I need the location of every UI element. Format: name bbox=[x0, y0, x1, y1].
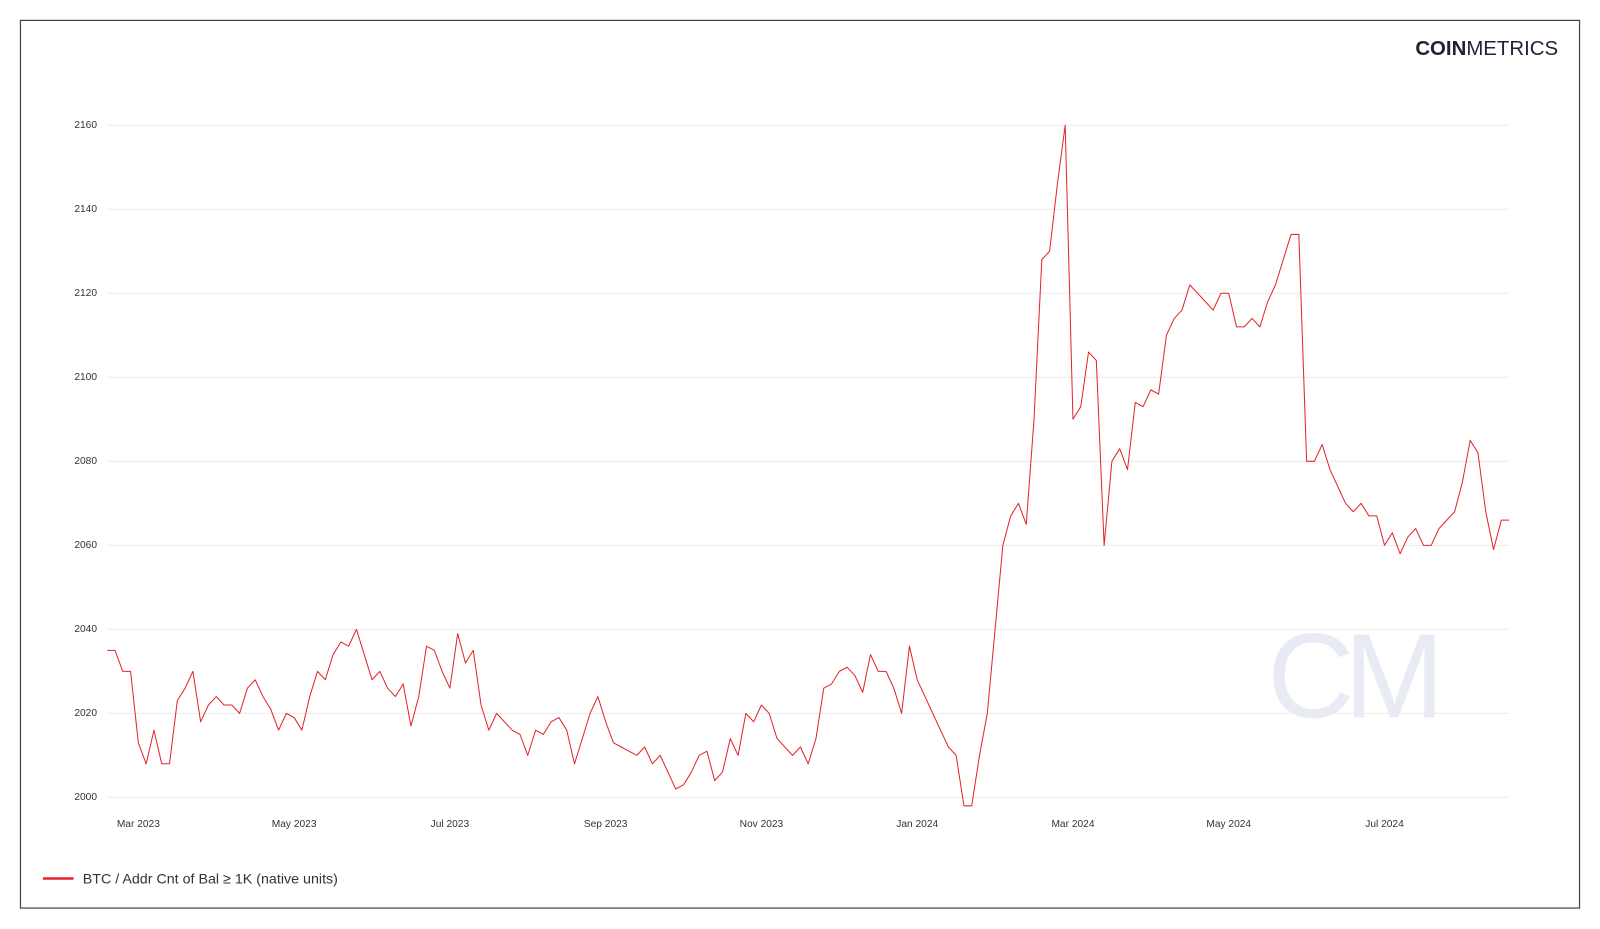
x-tick-label: Mar 2024 bbox=[1051, 819, 1094, 830]
logo-bold: COIN bbox=[1415, 38, 1466, 60]
y-tick-label: 2040 bbox=[74, 624, 97, 635]
x-tick-label: Jul 2023 bbox=[431, 819, 470, 830]
x-tick-label: Jan 2024 bbox=[896, 819, 938, 830]
x-tick-label: Mar 2023 bbox=[117, 819, 160, 830]
y-tick-label: 2080 bbox=[74, 456, 97, 467]
x-tick-label: Sep 2023 bbox=[584, 819, 628, 830]
y-tick-label: 2160 bbox=[74, 120, 97, 131]
logo: COINMETRICS bbox=[1415, 38, 1558, 60]
x-tick-label: May 2023 bbox=[272, 819, 317, 830]
y-tick-label: 2060 bbox=[74, 540, 97, 551]
y-tick-label: 2120 bbox=[74, 288, 97, 299]
x-tick-label: Jul 2024 bbox=[1365, 819, 1404, 830]
y-tick-label: 2100 bbox=[74, 372, 97, 383]
x-tick-label: May 2024 bbox=[1206, 819, 1251, 830]
frame bbox=[19, 19, 1581, 909]
grid: 2000 2020 2040 2060 2080 2100 2120 2140 2160 Mar … bbox=[74, 120, 1510, 830]
y-tick-label: 2000 bbox=[74, 792, 97, 803]
logo-light: METRICS bbox=[1466, 38, 1558, 60]
plot bbox=[107, 124, 1510, 807]
x-tick-label: Nov 2023 bbox=[740, 819, 784, 830]
legend-label: BTC / Addr Cnt of Bal ≥ 1K (native units… bbox=[83, 871, 338, 887]
watermark: CM bbox=[1267, 608, 1435, 743]
series-line bbox=[107, 124, 1510, 807]
y-tick-label: 2020 bbox=[74, 708, 97, 719]
y-tick-label: 2140 bbox=[74, 204, 97, 215]
